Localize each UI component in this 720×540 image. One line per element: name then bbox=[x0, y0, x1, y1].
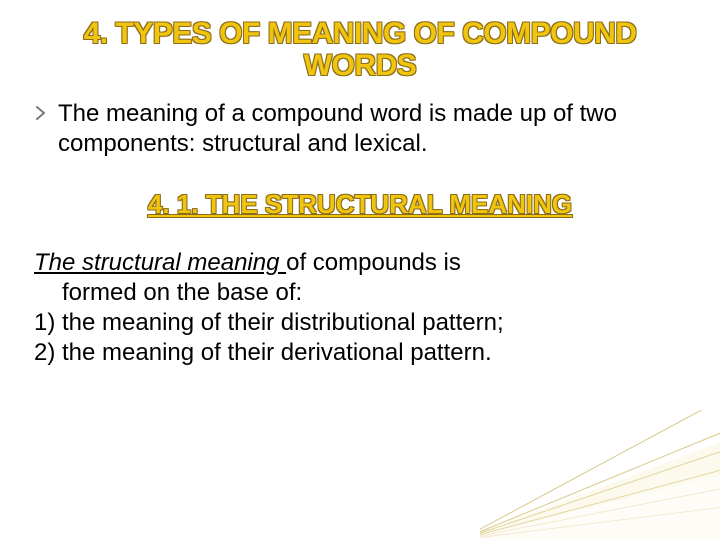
lead-phrase: The structural meaning bbox=[34, 249, 286, 276]
chevron-right-icon bbox=[36, 106, 48, 125]
corner-decoration-icon bbox=[480, 410, 720, 540]
body-line-2: formed on the base of: bbox=[34, 278, 690, 308]
slide-subheading: 4. 1. THE STRUCTURAL MEANING bbox=[30, 189, 690, 220]
bullet-text: The meaning of a compound word is made u… bbox=[58, 99, 682, 159]
bullet-item: The meaning of a compound word is made u… bbox=[36, 99, 682, 159]
body-line-1: The structural meaning of compounds is bbox=[34, 248, 690, 278]
slide-title: 4. TYPES OF MEANING OF COMPOUND WORDS bbox=[30, 18, 690, 81]
body-line-3: 1) the meaning of their distributional p… bbox=[34, 308, 690, 338]
body-text: The structural meaning of compounds is f… bbox=[30, 248, 690, 368]
lead-rest: of compounds is bbox=[286, 249, 461, 276]
body-line-4: 2) the meaning of their derivational pat… bbox=[34, 338, 690, 368]
slide-content: 4. TYPES OF MEANING OF COMPOUND WORDS Th… bbox=[0, 0, 720, 368]
